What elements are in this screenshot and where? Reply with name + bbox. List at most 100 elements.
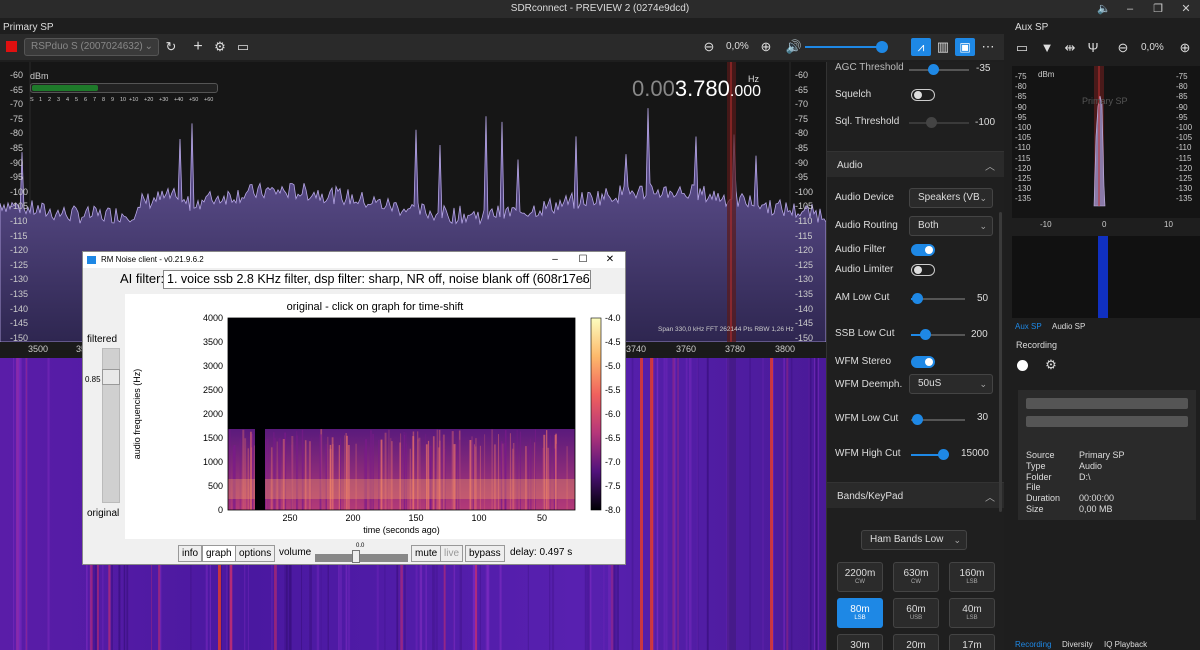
zoom-out-icon[interactable]: ⊖ (703, 39, 715, 54)
stop-button[interactable] (6, 41, 17, 52)
zoom-in-icon[interactable]: ⊕ (1179, 40, 1191, 55)
frequency-main: 3.780 (674, 76, 730, 101)
agc-threshold-thumb[interactable] (928, 64, 939, 75)
audio-routing-select[interactable]: Both ⌄ (909, 216, 993, 236)
spectrogram-streak (427, 440, 430, 510)
waterfall-streak (25, 358, 28, 650)
band-button-17m[interactable]: 17m (949, 634, 995, 650)
monitor-icon[interactable]: ▭ (1015, 40, 1029, 55)
band-mode: CW (911, 579, 921, 585)
rm-maximize-button[interactable]: ☐ (578, 254, 588, 265)
options-button[interactable]: options (235, 545, 276, 562)
squelch-toggle[interactable] (911, 89, 935, 101)
tab-diversity[interactable]: Diversity (1062, 640, 1093, 649)
wfm-low-cut-slider[interactable] (911, 419, 965, 421)
speaker-icon[interactable]: 🔈 (1097, 3, 1111, 15)
waveform-icon[interactable]: ⩘ (911, 38, 931, 56)
ai-filter-select[interactable]: 1. voice ssb 2.8 KHz filter, dsp filter:… (163, 270, 591, 289)
spectrogram-x-tick: 250 (282, 513, 298, 523)
am-low-cut-slider[interactable] (911, 298, 965, 300)
more-icon[interactable]: ⋯ (981, 39, 995, 54)
mute-button[interactable]: mute (411, 545, 442, 562)
bands-select[interactable]: Ham Bands Low ⌄ (861, 530, 967, 550)
audio-device-select[interactable]: Speakers (VB ⌄ (909, 188, 993, 208)
wfm-high-cut-thumb[interactable] (938, 449, 949, 460)
refresh-icon[interactable]: ↻ (165, 39, 177, 54)
zoom-in-icon[interactable]: ⊕ (760, 39, 772, 54)
s-meter-scale: S 1 2 3 4 5 6 7 8 9 10 +10 +20 +30 +40 +50 +60 (30, 97, 230, 107)
volume-icon[interactable]: 🔊 (785, 39, 803, 54)
audio-limiter-toggle[interactable] (911, 264, 935, 276)
sql-threshold-thumb[interactable] (926, 117, 937, 128)
expand-icon[interactable]: ⇹ (1064, 40, 1076, 55)
monitor-icon[interactable]: ▭ (236, 39, 250, 54)
aux-waterfall[interactable] (1012, 236, 1200, 318)
maximize-button[interactable]: ❐ (1153, 3, 1163, 15)
spectrogram-streak (425, 433, 427, 510)
mix-slider[interactable] (102, 348, 120, 503)
spectrogram-plot[interactable]: original - click on graph for time-shift… (125, 294, 625, 539)
bypass-button[interactable]: bypass (465, 545, 505, 562)
band-button-60m[interactable]: 60m USB (893, 598, 939, 628)
bands-section-header[interactable]: Bands/KeyPad ︿ (827, 482, 1004, 508)
device-select[interactable]: RSPduo S (2007024632) ⌄ (24, 38, 159, 56)
frequency-display[interactable]: 0.003.780.000 (632, 76, 761, 102)
live-button[interactable]: live (440, 545, 464, 562)
filter-icon[interactable]: ▼ (1040, 40, 1054, 55)
band-button-630m[interactable]: 630m CW (893, 562, 939, 592)
waterfall-streak (656, 358, 659, 650)
graph-button[interactable]: graph (202, 545, 236, 562)
aux-db-tick-right: -90 (1176, 102, 1188, 112)
band-button-20m[interactable]: 20m (893, 634, 939, 650)
chart-icon[interactable]: ▥ (936, 39, 950, 54)
aux-spectrum[interactable]: dBm Primary SP -75 -80 -85 -90 -95 -100 -105 -1… (1012, 66, 1200, 229)
band-button-30m[interactable]: 30m (837, 634, 883, 650)
band-button-2200m[interactable]: 2200m CW (837, 562, 883, 592)
ssb-low-cut-slider[interactable] (911, 334, 965, 336)
sql-threshold-slider[interactable] (909, 122, 969, 124)
zoom-out-icon[interactable]: ⊖ (1117, 40, 1129, 55)
tab-aux-sp[interactable]: Aux SP (1015, 322, 1042, 331)
y-axis-label: audio frequencies (Hz) (132, 368, 142, 460)
spectrogram-streak (504, 430, 507, 510)
ssb-low-cut-thumb[interactable] (920, 329, 931, 340)
wfm-high-cut-slider[interactable] (911, 454, 947, 456)
record-button[interactable] (1017, 360, 1028, 371)
settings-scrollbar[interactable] (999, 212, 1002, 512)
rm-close-button[interactable]: ✕ (605, 254, 615, 265)
layout-icon[interactable]: ▣ (955, 38, 975, 56)
band-button-160m[interactable]: 160m LSB (949, 562, 995, 592)
band-button-40m[interactable]: 40m LSB (949, 598, 995, 628)
db-tick-left: -120 (10, 245, 29, 256)
add-icon[interactable]: + (193, 38, 203, 55)
close-button[interactable]: ✕ (1181, 3, 1191, 15)
spectrogram-streak (501, 444, 502, 510)
wfm-deemph-select[interactable]: 50uS ⌄ (909, 374, 993, 394)
waterfall-carrier (640, 358, 643, 650)
band-button-80m[interactable]: 80m LSB (837, 598, 883, 628)
info-button[interactable]: info (178, 545, 203, 562)
agc-threshold-slider[interactable] (909, 69, 969, 71)
tab-audio-sp[interactable]: Audio SP (1052, 322, 1086, 331)
rm-volume-thumb[interactable] (352, 550, 360, 563)
rm-minimize-button[interactable]: – (552, 254, 558, 265)
volume-slider[interactable] (805, 46, 885, 48)
info-value: Primary SP (1079, 450, 1125, 460)
am-low-cut-thumb[interactable] (912, 293, 923, 304)
volume-slider-thumb[interactable] (876, 41, 888, 53)
audio-filter-toggle[interactable] (911, 244, 935, 256)
audio-section-header[interactable]: Audio ︿ (827, 151, 1004, 177)
spectrogram-streak (304, 440, 307, 510)
settings-icon[interactable]: ⚙ (214, 39, 226, 54)
aux-db-tick-right: -105 (1176, 133, 1193, 143)
wfm-stereo-toggle[interactable] (911, 356, 935, 368)
tab-recording[interactable]: Recording (1015, 640, 1052, 649)
wfm-low-cut-thumb[interactable] (912, 414, 923, 425)
waterfall-streak (663, 358, 665, 650)
tab-iq-playback[interactable]: IQ Playback (1104, 640, 1148, 649)
minimize-button[interactable]: – (1126, 3, 1134, 15)
mix-slider-thumb[interactable] (102, 369, 120, 385)
antenna-icon[interactable]: Ψ (1087, 40, 1099, 55)
rm-volume-slider[interactable] (315, 554, 408, 562)
recording-settings-icon[interactable]: ⚙ (1045, 357, 1057, 372)
